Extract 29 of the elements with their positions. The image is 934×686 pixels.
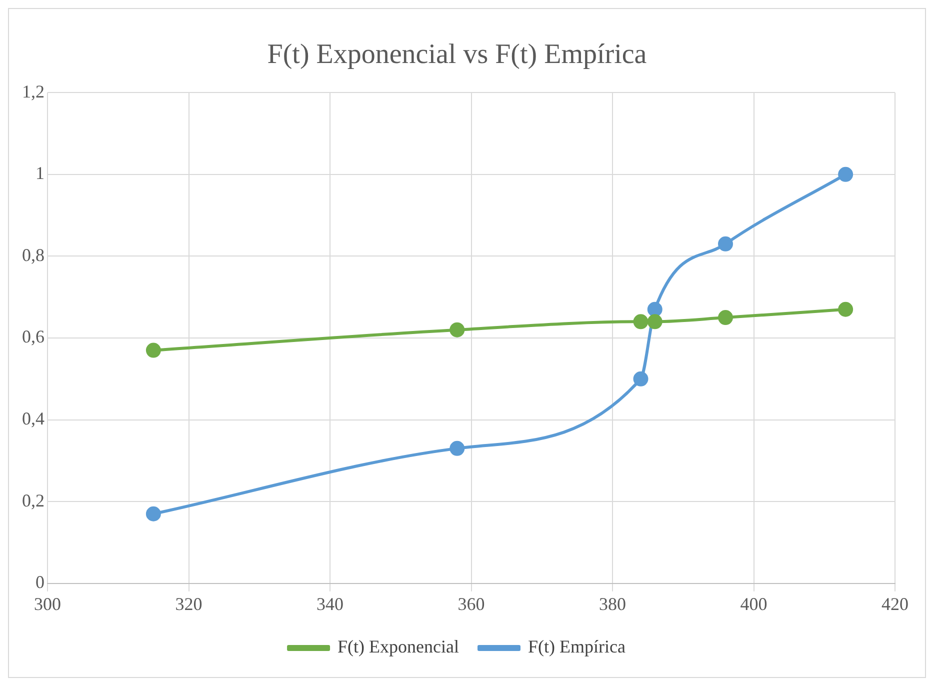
point [633, 314, 648, 330]
y-tick-label: 0,6 [22, 326, 44, 347]
y-tick-label: 1,2 [22, 81, 44, 102]
point [838, 302, 854, 317]
point [838, 166, 854, 182]
y-tick-label: 0 [36, 572, 44, 592]
x-tick-label: 340 [316, 594, 344, 614]
y-tick-label: 1 [36, 163, 44, 184]
x-tick-label: 320 [175, 594, 202, 614]
y-tick-label: 0,2 [22, 490, 44, 510]
point [718, 236, 733, 252]
point [450, 440, 465, 456]
point [718, 310, 733, 326]
point [450, 322, 465, 338]
point [146, 506, 161, 522]
point [146, 342, 161, 358]
x-tick-label: 420 [882, 594, 908, 614]
point [647, 314, 662, 330]
point [633, 371, 648, 386]
x-tick-label: 380 [599, 594, 626, 614]
x-tick-label: 400 [740, 594, 768, 614]
y-tick-label: 0,4 [22, 408, 44, 429]
x-tick-label: 360 [458, 594, 485, 614]
point [647, 302, 662, 317]
x-tick-label: 300 [34, 594, 61, 614]
legend-label: F(t) Empírica [528, 636, 626, 657]
legend-label: F(t) Exponencial [338, 636, 459, 657]
y-tick-label: 0,8 [22, 244, 44, 265]
chart-title: F(t) Exponencial vs F(t) Empírica [267, 39, 648, 70]
